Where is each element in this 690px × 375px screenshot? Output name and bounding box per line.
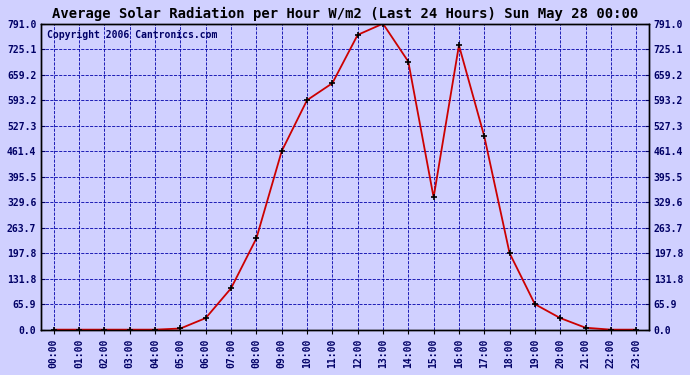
Text: Copyright 2006 Cantronics.com: Copyright 2006 Cantronics.com [47,30,217,40]
Title: Average Solar Radiation per Hour W/m2 (Last 24 Hours) Sun May 28 00:00: Average Solar Radiation per Hour W/m2 (L… [52,7,638,21]
